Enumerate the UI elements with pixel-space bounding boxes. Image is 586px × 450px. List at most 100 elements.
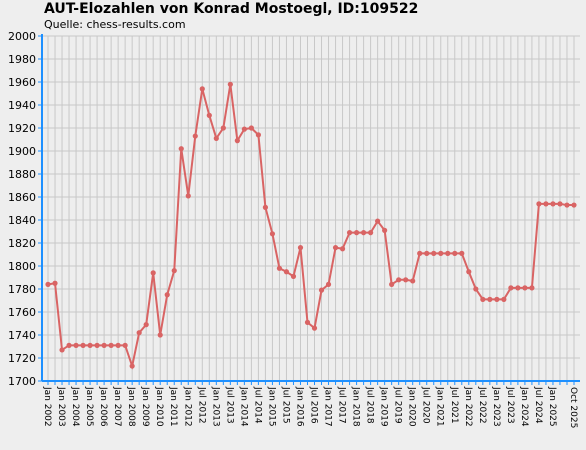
x-tick-label: Jan 2020 — [407, 386, 417, 427]
data-point — [164, 292, 170, 298]
data-point — [473, 286, 479, 292]
data-point — [101, 342, 107, 348]
data-point — [192, 133, 198, 139]
x-tick-label: Jan 2012 — [182, 386, 192, 427]
x-tick-label: Jan 2016 — [294, 386, 304, 427]
data-point — [52, 280, 58, 286]
data-point — [94, 342, 100, 348]
data-point — [122, 342, 128, 348]
data-point — [185, 193, 191, 199]
x-tick-label: Oct 2025 — [568, 387, 578, 428]
data-point — [529, 285, 535, 291]
data-point — [480, 296, 486, 302]
x-tick-label: Jan 2006 — [98, 386, 108, 427]
data-point — [255, 132, 261, 138]
y-tick-label: 1800 — [8, 260, 36, 273]
data-point — [346, 230, 353, 236]
data-point — [325, 281, 332, 287]
data-point — [438, 250, 444, 256]
data-point — [550, 201, 556, 207]
y-tick-label: 1740 — [8, 329, 36, 342]
data-point — [339, 246, 346, 252]
x-tick-label: Jan 2017 — [323, 386, 333, 427]
data-point — [276, 265, 283, 271]
data-point — [431, 250, 437, 256]
x-tick-label: Jan 2024 — [519, 386, 529, 427]
data-point — [199, 86, 205, 92]
data-point — [410, 278, 416, 284]
data-point — [375, 218, 381, 224]
data-point — [269, 231, 276, 237]
data-point — [290, 273, 297, 279]
x-tick-label: Jan 2004 — [70, 386, 80, 427]
y-tick-label: 1820 — [8, 237, 36, 250]
data-point — [445, 250, 451, 256]
y-tick-label: 1880 — [8, 168, 36, 181]
data-point — [304, 319, 311, 325]
data-point — [108, 342, 114, 348]
x-tick-label: Jan 2009 — [140, 386, 150, 427]
x-tick-label: Jan 2019 — [379, 386, 389, 427]
x-tick-label: Jan 2015 — [266, 386, 276, 427]
x-tick-label: Jan 2021 — [435, 386, 445, 427]
data-point — [297, 245, 304, 251]
y-tick-label: 1860 — [8, 191, 36, 204]
x-tick-label: Jan 2013 — [210, 386, 220, 427]
data-point — [157, 332, 163, 338]
x-tick-label: Jul 2017 — [337, 386, 347, 424]
x-tick-label: Jul 2015 — [280, 386, 290, 424]
data-point — [129, 363, 135, 369]
y-tick-label: 1760 — [8, 306, 36, 319]
data-point — [543, 201, 549, 207]
y-tick-label: 1980 — [8, 53, 36, 66]
data-point — [396, 277, 402, 283]
chart-subtitle: Quelle: chess-results.com — [44, 18, 186, 31]
x-tick-label: Jan 2018 — [351, 386, 361, 427]
y-tick-label: 1700 — [8, 375, 36, 388]
data-point — [143, 322, 149, 328]
data-point — [459, 250, 465, 256]
data-point — [213, 135, 219, 141]
x-tick-label: Jan 2014 — [238, 386, 248, 427]
data-point — [353, 230, 360, 236]
y-tick-label: 1840 — [8, 214, 36, 227]
data-point — [248, 125, 254, 131]
data-point — [311, 325, 318, 331]
data-point — [66, 342, 72, 348]
data-point — [332, 245, 339, 251]
y-tick-label: 1900 — [8, 145, 36, 158]
x-tick-label: Jul 2012 — [196, 386, 206, 424]
data-point — [417, 250, 423, 256]
data-point — [87, 342, 93, 348]
data-point — [227, 81, 233, 87]
x-tick-label: Jan 2025 — [547, 386, 557, 427]
x-tick-label: Jan 2010 — [154, 386, 164, 427]
x-tick-label: Jul 2013 — [224, 386, 234, 424]
data-point — [234, 138, 240, 144]
y-tick-label: 1780 — [8, 283, 36, 296]
x-tick-label: Jul 2016 — [309, 386, 319, 424]
data-point — [80, 342, 86, 348]
data-point — [536, 201, 542, 207]
x-tick-label: Jul 2022 — [477, 386, 487, 424]
data-point — [487, 296, 493, 302]
data-point — [171, 268, 177, 274]
data-line — [47, 84, 574, 370]
x-tick-label: Jul 2018 — [365, 386, 375, 424]
x-tick-label: Jul 2021 — [449, 386, 459, 424]
data-point — [382, 227, 388, 233]
data-point — [466, 269, 472, 275]
chart-title: AUT-Elozahlen von Konrad Mostoegl, ID:10… — [44, 1, 418, 17]
data-point — [571, 202, 577, 208]
y-tick-label: 1960 — [8, 76, 36, 89]
x-tick-label: Jan 2007 — [112, 386, 122, 427]
data-point — [262, 204, 269, 210]
data-point — [115, 342, 121, 348]
x-tick-label: Jul 2023 — [505, 386, 515, 424]
data-point — [206, 112, 212, 118]
data-point — [424, 250, 430, 256]
y-tick-label: 1720 — [8, 352, 36, 365]
x-tick-label: Jan 2022 — [463, 386, 473, 427]
data-point — [515, 285, 521, 291]
